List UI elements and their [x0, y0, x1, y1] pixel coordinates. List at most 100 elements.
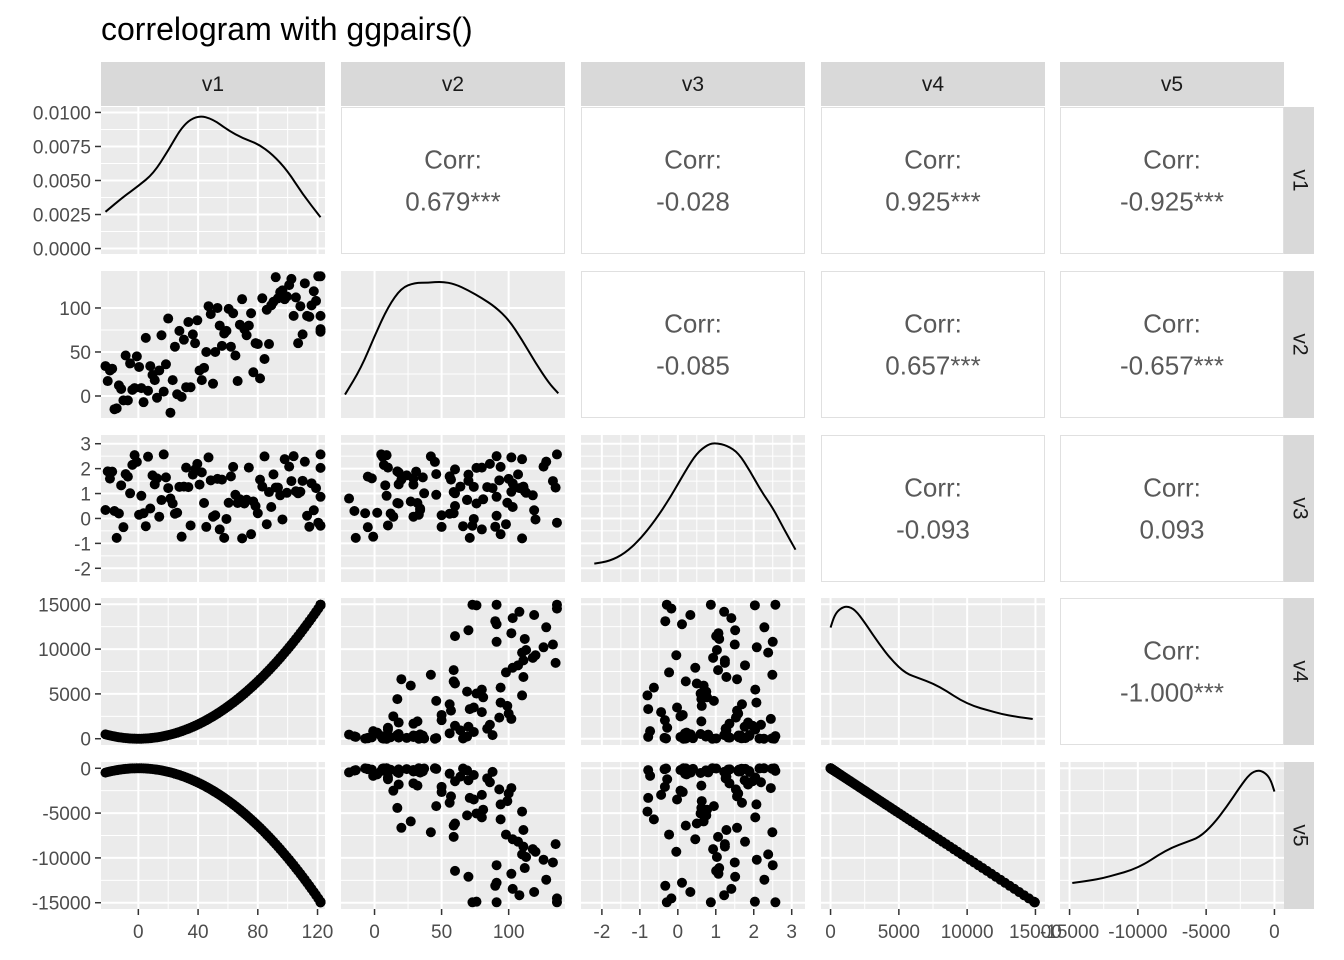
scatter-point — [315, 310, 326, 321]
scatter-point — [463, 625, 474, 636]
x-tick-label: 3 — [786, 922, 797, 943]
scatter-point — [290, 292, 301, 303]
scatter-point — [405, 496, 416, 507]
strip-right-label-v2: v2 — [1288, 333, 1311, 355]
scatter-point — [719, 890, 730, 901]
density-curve-v4 — [829, 605, 1033, 721]
scatter-point — [199, 498, 210, 509]
y-tick-label: 0.0025 — [33, 206, 91, 227]
scatter-point — [530, 650, 541, 661]
scatter-point — [476, 524, 487, 535]
scatter-point — [463, 475, 474, 486]
scatter-point — [517, 533, 528, 544]
scatter-point — [221, 325, 232, 336]
scatter-point — [463, 775, 474, 786]
scatter-point — [530, 846, 541, 857]
scatter-point — [304, 311, 315, 322]
scatter-point — [732, 822, 743, 833]
x-tick-label: 120 — [302, 922, 334, 943]
scatter-point — [444, 471, 455, 482]
scatter-point — [190, 338, 201, 349]
scatter-point — [237, 533, 248, 544]
scatter-point — [750, 812, 761, 823]
scatter-point — [517, 806, 528, 817]
x-tick-label: -10000 — [1108, 922, 1167, 943]
scatter-point — [735, 730, 746, 741]
strip-right-label-v1: v1 — [1288, 169, 1311, 191]
scatter-point — [225, 471, 236, 482]
scatter-point — [503, 708, 514, 719]
scatter-point — [490, 616, 501, 627]
scatter-point — [388, 711, 399, 722]
scatter-point — [506, 486, 517, 497]
scatter-point — [436, 521, 447, 532]
scatter-point — [662, 774, 673, 785]
scatter-point — [672, 702, 683, 713]
scatter-point — [467, 599, 478, 610]
scatter-point — [529, 609, 540, 620]
scatter-point — [514, 890, 525, 901]
scatter-point — [732, 674, 743, 685]
scatter-point — [468, 702, 479, 713]
panel-bg-v3-v3 — [581, 435, 805, 582]
y-tick-label: 0.0050 — [33, 172, 91, 193]
scatter-point — [163, 313, 174, 324]
scatter-point — [315, 326, 326, 337]
scatter-point — [750, 684, 761, 695]
strip-right-v2 — [1284, 271, 1314, 418]
corr-panel-v1-v5 — [1060, 107, 1284, 254]
strip-top-label-v5: v5 — [1161, 73, 1183, 96]
corr-value-v3-v4: -0.093 — [896, 515, 970, 545]
scatter-point — [444, 768, 455, 779]
scatter-point — [122, 395, 133, 406]
scatter-point — [681, 727, 692, 738]
density-curve-v3 — [594, 442, 797, 565]
scatter-point — [708, 844, 719, 855]
scatter-point — [299, 456, 310, 467]
scatter-point — [514, 483, 525, 494]
scatter-point — [661, 897, 672, 908]
scatter-point — [507, 883, 518, 894]
scatter-point — [311, 295, 322, 306]
scatter-point — [503, 788, 514, 799]
scatter-point — [156, 495, 167, 506]
scatter-point — [495, 682, 506, 693]
scatter-point — [176, 391, 187, 402]
strip-right-label-v4: v4 — [1288, 660, 1311, 683]
scatter-point — [770, 731, 781, 742]
scatter-point — [145, 503, 156, 514]
y-tick-label: 100 — [59, 299, 91, 320]
scatter-point — [551, 897, 562, 908]
scatter-point — [252, 508, 263, 519]
scatter-point — [448, 831, 459, 842]
scatter-point — [506, 628, 517, 639]
scatter-point — [491, 860, 502, 871]
corr-label: Corr: — [1143, 636, 1201, 666]
scatter-point — [541, 456, 552, 467]
scatter-point — [463, 871, 474, 882]
y-tick-label: 15000 — [38, 595, 91, 616]
scatter-point — [230, 350, 241, 361]
y-tick-label: 0 — [80, 730, 91, 751]
scatter-point — [765, 713, 776, 724]
scatter-point — [315, 599, 326, 610]
scatter-point — [102, 376, 113, 387]
scatter-point — [671, 650, 682, 661]
scatter-point — [462, 686, 473, 697]
scatter-point — [408, 731, 419, 742]
scatter-point — [425, 827, 436, 838]
x-tick-label: -1 — [631, 922, 648, 943]
scatter-point — [185, 382, 196, 393]
scatter-point — [740, 660, 751, 671]
scatter-point — [425, 669, 436, 680]
scatter-point — [530, 514, 541, 525]
scatter-point — [315, 462, 326, 473]
scatter-point — [392, 498, 403, 509]
scatter-point — [691, 818, 702, 829]
scatter-point — [368, 726, 379, 737]
scatter-point — [767, 669, 778, 680]
x-tick-label: 100 — [493, 922, 525, 943]
scatter-point — [436, 510, 447, 521]
scatter-point — [518, 825, 529, 836]
scatter-point — [450, 488, 461, 499]
